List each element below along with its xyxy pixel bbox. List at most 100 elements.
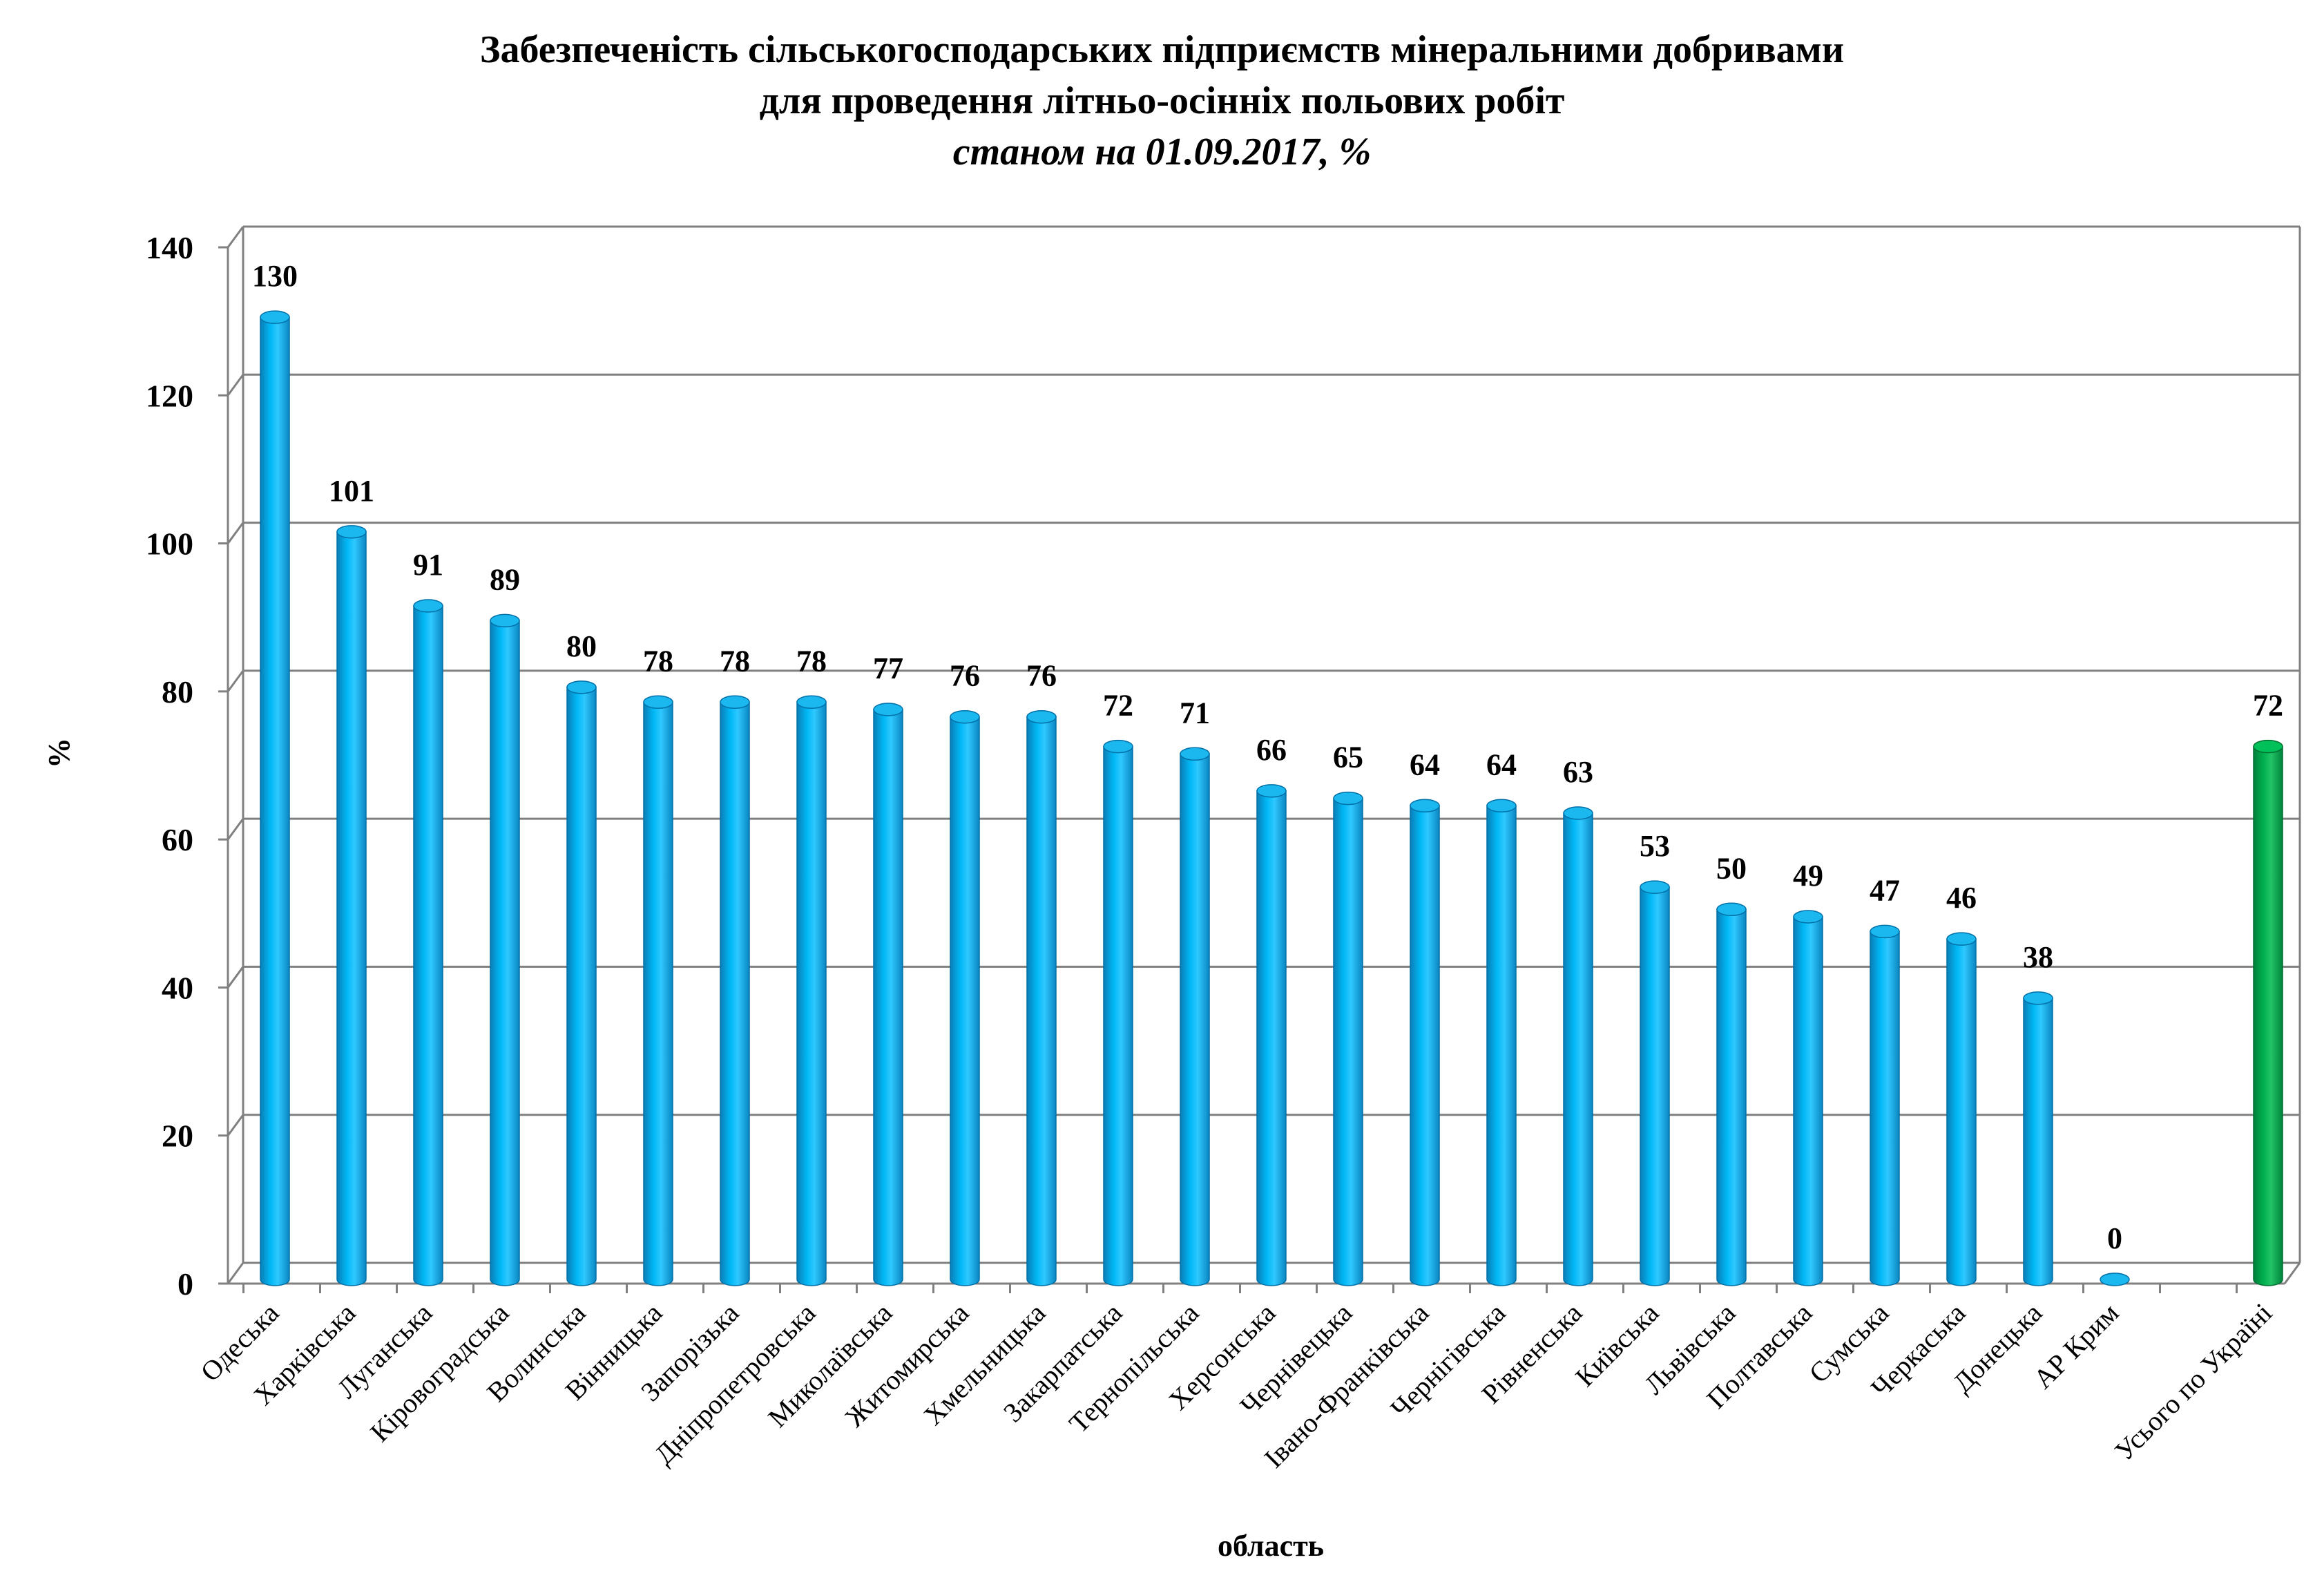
data-label: 64 [1486,747,1517,781]
bar [1026,709,1057,1286]
bar-cap [1103,739,1133,754]
bar [1103,739,1133,1286]
bar-cap [1180,747,1210,761]
y-tick-label: 60 [162,822,193,857]
bar [643,695,673,1286]
bar-cap [2253,739,2283,754]
bar [796,695,827,1286]
data-label: 76 [950,659,980,693]
bar-body [2253,745,2283,1286]
bar [413,599,443,1286]
bar-body [260,316,290,1286]
data-label: 63 [1563,755,1593,789]
bar-cap [1410,799,1440,813]
bar-cap [566,680,597,694]
chart-titles: Забезпеченість сільськогосподарських під… [0,24,2324,178]
gridline-depth [227,966,244,989]
bar [260,310,290,1286]
data-label: 78 [720,644,750,678]
bar [1486,799,1517,1286]
data-label: 50 [1716,851,1747,885]
bar-cap [720,695,750,709]
x-axis-title: область [1218,1529,1324,1563]
bar-cap [1640,880,1670,894]
bar-cap [1486,799,1517,813]
bar-cap [873,703,903,716]
bar-cap [1946,932,1977,946]
bar-body [1640,886,1670,1286]
bar-body [1026,716,1057,1286]
bar-body [490,620,520,1286]
bar [1180,747,1210,1286]
data-label: 53 [1640,829,1670,863]
data-label: 46 [1946,881,1977,915]
bar [1870,924,1900,1286]
bar-body [1946,938,1977,1286]
bar [2023,991,2053,1286]
bar-cap [1563,806,1593,820]
gridline-depth [227,226,244,248]
data-label: 66 [1256,733,1287,767]
bar-layer [260,310,2283,1286]
bar [950,709,980,1286]
bar-body [1793,916,1823,1286]
bar-cap [1870,924,1900,939]
bar-body [1870,931,1900,1286]
bar-body [1333,797,1363,1286]
bar-body [1410,805,1440,1286]
bar [873,703,903,1286]
bar-cap [643,695,673,709]
data-label: 71 [1180,696,1210,730]
data-label: 65 [1333,741,1363,774]
bar-cap [260,310,290,324]
gridline-depth [227,374,244,397]
bar [1640,880,1670,1286]
bar-cap [950,709,980,724]
bar-cap [796,695,827,709]
bar-body [1486,805,1517,1286]
chart-title: Забезпеченість сільськогосподарських під… [479,28,1845,71]
y-tick-label: 140 [146,230,193,265]
category-label: Усього по Україні [2109,1297,2278,1467]
bar [1946,932,1977,1286]
data-label: 80 [566,629,597,663]
bar-body [413,605,443,1286]
chart-subtitle: станом на 01.09.2017, % [952,131,1372,173]
bar-body [1180,753,1210,1286]
y-axis-title: % [42,738,76,768]
data-label: 38 [2023,940,2053,974]
bar-cap [336,525,367,539]
data-label: 130 [252,259,298,293]
floor-edge [2283,1262,2301,1284]
data-label: 78 [796,644,827,678]
bar-cap [1026,709,1057,724]
bar [336,525,367,1286]
data-label: 49 [1793,859,1823,893]
bar-body [720,701,750,1286]
bar-cap [1333,791,1363,806]
bar [1333,791,1363,1286]
data-label: 64 [1410,747,1440,781]
gridline-depth [227,669,244,692]
gridline-depth [227,522,244,544]
bar-body [566,687,597,1286]
y-tick-label: 0 [177,1266,193,1302]
data-label: 72 [2253,689,2283,723]
bar-total [2253,739,2283,1286]
data-label: 76 [1026,659,1057,693]
bar [1793,910,1823,1286]
axis-layer: 0 20 40 60 80 100 120 140 [146,230,2301,1302]
y-tick-label: 40 [162,970,193,1005]
data-label: 89 [490,562,520,596]
gridline-depth [227,1262,244,1284]
bar [2100,1273,2130,1286]
category-label: Кіровоградська [364,1297,515,1447]
bar-cap [1793,910,1823,924]
data-label: 78 [643,644,673,678]
bar-cap [1256,784,1287,798]
bar [1256,784,1287,1286]
data-label: 72 [1103,689,1133,723]
y-tick-label: 120 [146,378,193,413]
y-tick-label: 80 [162,674,193,709]
